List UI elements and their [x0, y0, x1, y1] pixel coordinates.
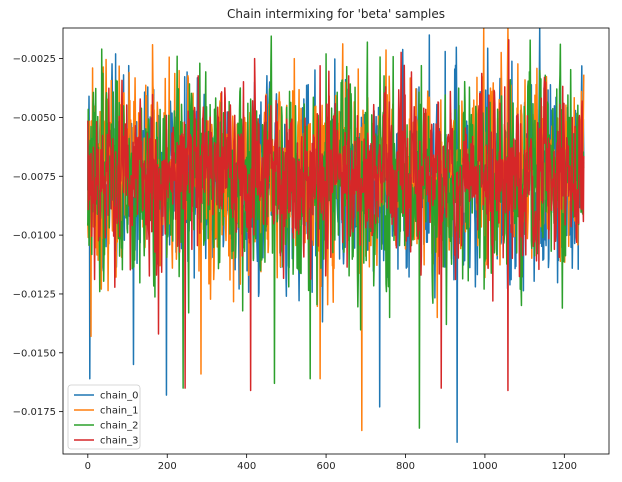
y-tick-label: −0.0125	[13, 289, 56, 300]
plot-frame	[62, 27, 610, 455]
legend-label: chain_0	[100, 391, 138, 402]
x-tick-label: 1200	[552, 461, 577, 472]
y-axis: −0.0025 −0.0050 −0.0075 −0.0100 −0.0125 −0.01…	[13, 54, 63, 418]
x-tick-label: 400	[237, 461, 256, 472]
legend-label: chain_2	[100, 421, 138, 432]
y-tick-label: −0.0075	[13, 172, 56, 183]
x-tick-label: 200	[158, 461, 177, 472]
x-tick-label: 800	[396, 461, 415, 472]
x-tick-label: 0	[85, 461, 91, 472]
y-tick-label: −0.0150	[13, 348, 56, 359]
x-axis: 0 200 400 600 800 1000 1200	[85, 454, 577, 472]
x-tick-label: 1000	[472, 461, 497, 472]
y-tick-label: −0.0100	[13, 231, 56, 242]
y-tick-label: −0.0175	[13, 407, 56, 418]
y-tick-label: −0.0050	[13, 113, 56, 124]
series-layer	[87, 28, 585, 443]
legend-label: chain_3	[100, 436, 138, 447]
y-tick-label: −0.0025	[13, 54, 56, 65]
series-line-chain-3	[87, 39, 585, 392]
x-tick-label: 600	[317, 461, 336, 472]
legend-label: chain_1	[100, 406, 138, 417]
legend-box	[67, 384, 141, 450]
legend: chain_0 chain_1 chain_2 chain_3	[67, 384, 141, 450]
chart-title: Chain intermixing for 'beta' samples	[227, 7, 445, 21]
